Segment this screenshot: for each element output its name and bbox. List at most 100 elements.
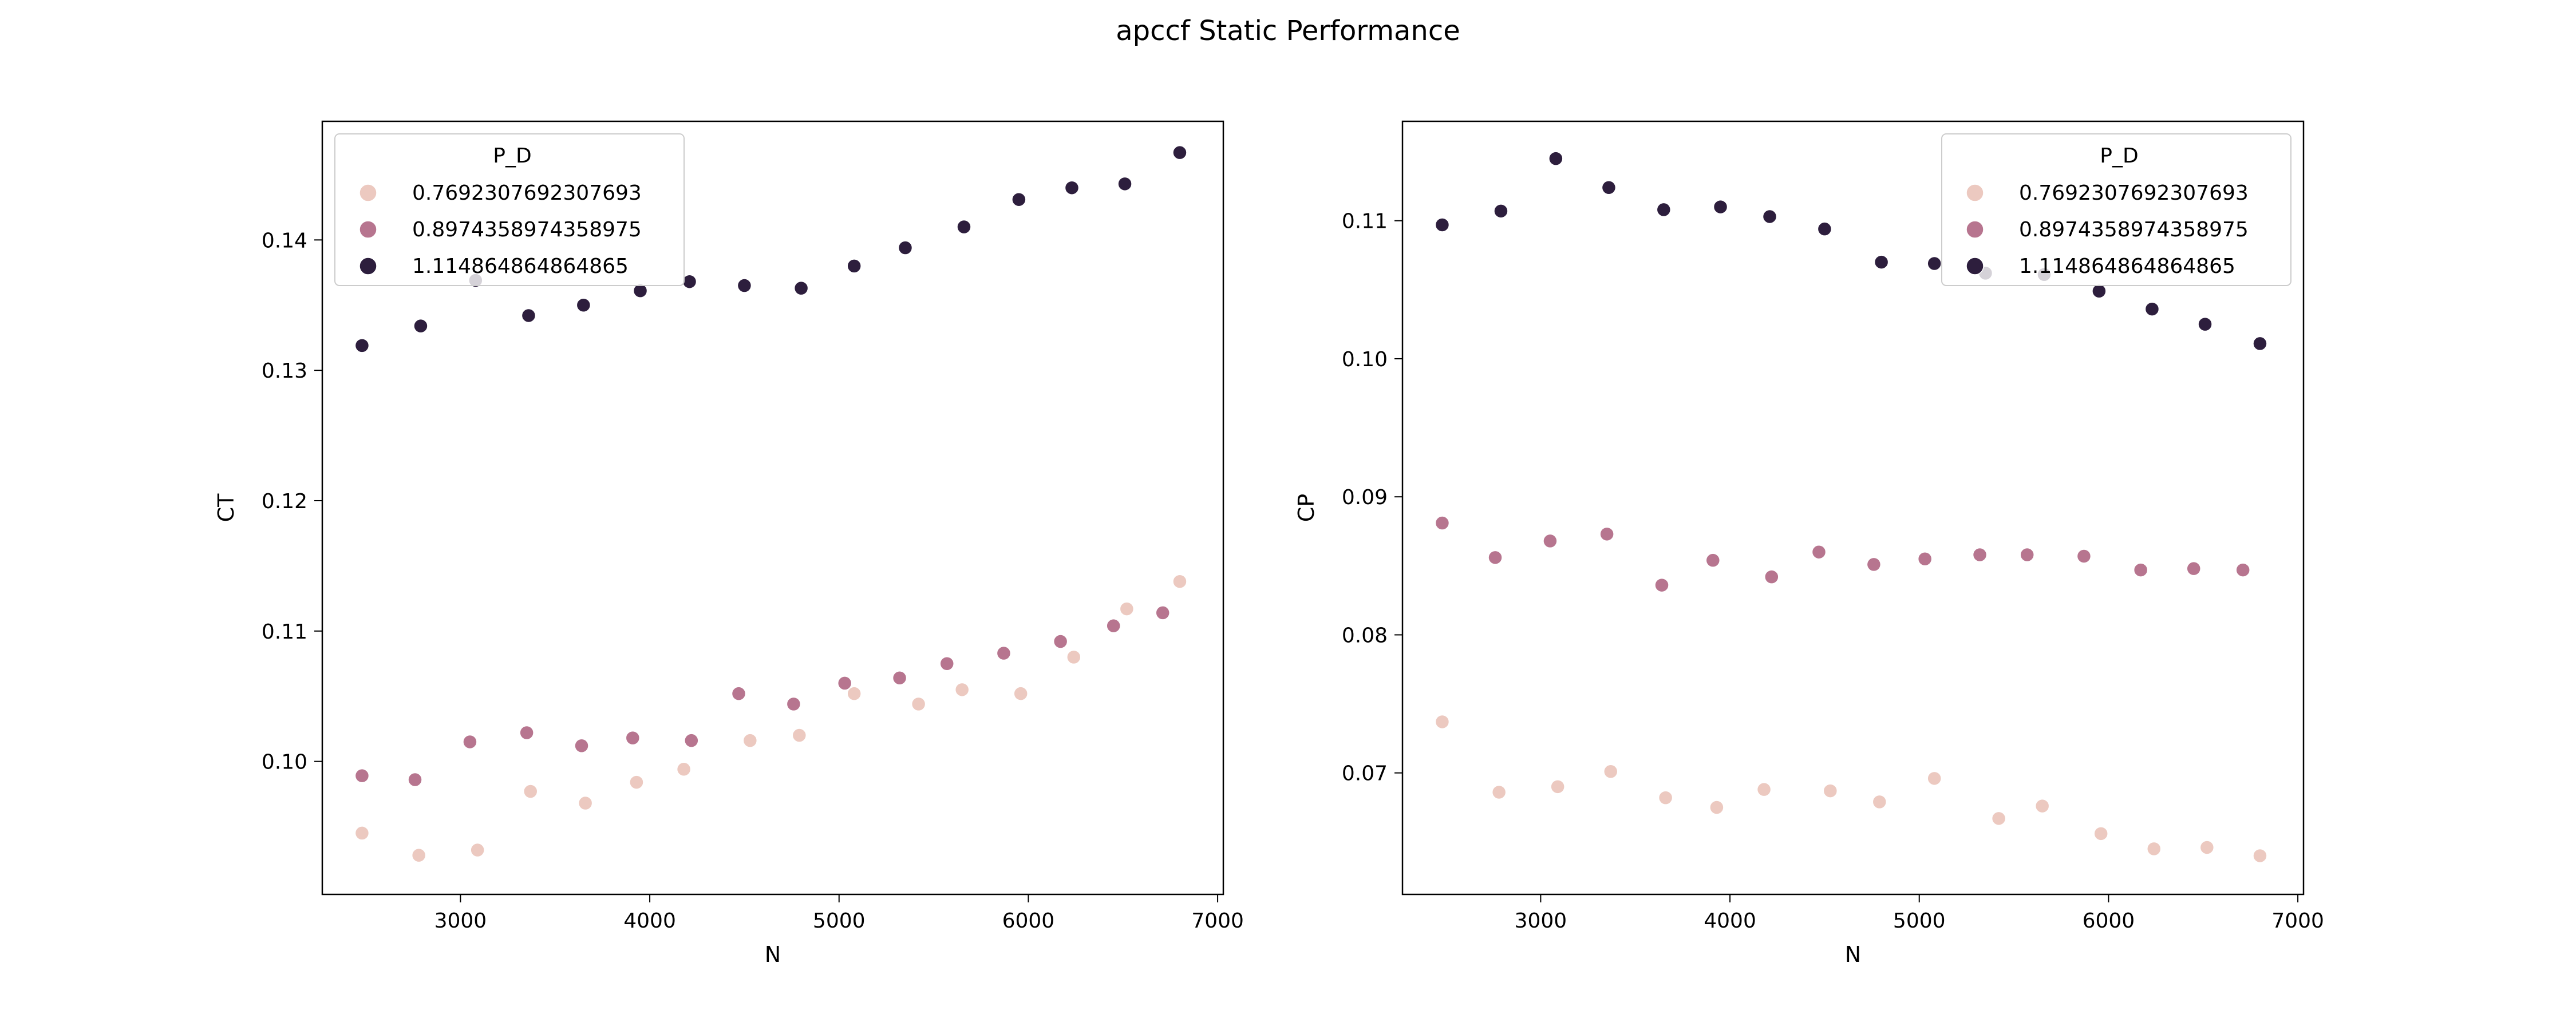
data-point-series-1 xyxy=(1491,785,1507,800)
data-point-series-2 xyxy=(939,656,954,671)
legend-label-series-3: 1.114864864864865 xyxy=(412,255,629,278)
legend-title: P_D xyxy=(493,144,531,168)
y-tick-label: 0.11 xyxy=(262,620,307,644)
data-point-series-2 xyxy=(1053,634,1068,649)
chart-1: 3000 4000 5000 6000 7000 0.10 0.11 0.12 0.13 0.14… xyxy=(214,120,1244,967)
data-point-series-3 xyxy=(1172,145,1187,160)
data-point-series-1 xyxy=(1709,800,1724,815)
x-tick-label: 4000 xyxy=(623,909,676,933)
data-point-series-1 xyxy=(792,728,807,743)
data-point-series-3 xyxy=(1656,202,1672,217)
data-point-series-1 xyxy=(523,784,538,799)
x-tick-label: 7000 xyxy=(1191,909,1244,933)
legend-marker-series-1 xyxy=(359,184,377,202)
legend-box xyxy=(1941,133,2291,286)
data-point-series-1 xyxy=(2093,826,2108,841)
data-point-series-2 xyxy=(1811,544,1827,560)
data-point-series-3 xyxy=(1817,221,1832,236)
data-point-series-3 xyxy=(957,219,971,235)
y-tick-label: 0.08 xyxy=(1342,624,1388,647)
legend-marker-series-1 xyxy=(1966,184,1984,202)
x-tick-label: 6000 xyxy=(2083,909,2135,933)
data-point-series-1 xyxy=(1823,783,1838,798)
data-point-series-3 xyxy=(682,274,697,289)
data-point-series-2 xyxy=(731,686,746,701)
data-point-series-3 xyxy=(1494,204,1508,219)
data-point-series-3 xyxy=(737,278,752,293)
x-tick-label: 7000 xyxy=(2271,909,2324,933)
chart-2: 3000 4000 5000 6000 7000 0.07 0.08 0.09 0.10 0.11… xyxy=(1294,120,2324,967)
y-axis-label: CT xyxy=(214,493,239,522)
x-axis-label: N xyxy=(1845,942,1861,967)
data-point-series-1 xyxy=(1603,764,1618,779)
data-point-series-2 xyxy=(2076,549,2092,564)
x-tick-label: 5000 xyxy=(813,909,866,933)
data-point-series-3 xyxy=(1548,151,1563,166)
data-point-series-2 xyxy=(1972,547,1988,562)
data-point-series-3 xyxy=(847,259,862,274)
data-point-series-1 xyxy=(1066,649,1081,665)
data-point-series-1 xyxy=(1991,811,2006,826)
data-point-series-1 xyxy=(411,847,426,863)
data-point-series-3 xyxy=(413,318,428,334)
data-point-series-1 xyxy=(354,826,370,841)
legend-label-series-2: 0.8974358974358975 xyxy=(412,218,642,241)
y-tick-label: 0.09 xyxy=(1342,486,1388,509)
data-point-series-2 xyxy=(408,772,422,787)
y-tick-label: 0.13 xyxy=(262,359,307,383)
data-point-series-2 xyxy=(2020,547,2034,562)
data-point-series-2 xyxy=(1866,557,1882,572)
data-point-series-2 xyxy=(2133,562,2148,577)
y-tick-label: 0.11 xyxy=(1342,210,1388,233)
data-point-series-3 xyxy=(576,298,591,312)
data-point-series-1 xyxy=(1172,574,1187,589)
x-tick-label: 5000 xyxy=(1893,909,1946,933)
data-point-series-3 xyxy=(1713,199,1728,215)
data-point-series-3 xyxy=(1874,255,1889,270)
data-point-series-3 xyxy=(2198,316,2212,332)
data-point-series-3 xyxy=(1435,217,1450,232)
data-point-series-1 xyxy=(1119,601,1135,616)
y-axis-label: CP xyxy=(1294,494,1319,522)
data-point-series-2 xyxy=(1705,553,1721,568)
legend: P_D 0.7692307692307693 0.8974358974358975 1… xyxy=(334,133,685,286)
data-point-series-1 xyxy=(1756,782,1772,797)
data-point-series-2 xyxy=(463,734,477,750)
legend-marker-series-2 xyxy=(359,220,377,239)
data-point-series-1 xyxy=(847,686,862,701)
legend-label-series-3: 1.114864864864865 xyxy=(2019,255,2235,278)
y-tick-label: 0.14 xyxy=(262,229,307,252)
legend-box xyxy=(334,133,685,286)
data-point-series-2 xyxy=(837,676,852,691)
y-tick-label: 0.12 xyxy=(262,490,307,513)
data-point-series-2 xyxy=(519,725,534,740)
data-point-series-3 xyxy=(1012,192,1026,207)
data-point-series-2 xyxy=(574,738,589,754)
data-point-series-2 xyxy=(1488,550,1503,565)
data-point-series-2 xyxy=(684,733,699,748)
x-tick-label: 6000 xyxy=(1002,909,1055,933)
axes-frame xyxy=(1401,120,2305,896)
legend-marker-series-3 xyxy=(1966,257,1984,275)
legend-marker-series-3 xyxy=(359,257,377,275)
data-point-series-3 xyxy=(1762,209,1777,224)
data-point-series-1 xyxy=(1550,779,1565,794)
y-tick-label: 0.10 xyxy=(1342,348,1388,371)
data-point-series-1 xyxy=(676,762,692,777)
data-point-series-3 xyxy=(2253,336,2267,351)
legend-label-series-2: 0.8974358974358975 xyxy=(2019,218,2249,241)
axes-frame xyxy=(321,120,1224,896)
data-points xyxy=(1435,151,2267,863)
legend-marker-series-2 xyxy=(1966,220,1984,239)
legend: P_D 0.7692307692307693 0.8974358974358975 1… xyxy=(1941,133,2291,286)
data-point-series-3 xyxy=(898,240,913,255)
data-point-series-2 xyxy=(996,645,1012,661)
data-point-series-1 xyxy=(911,696,926,712)
data-point-series-1 xyxy=(1013,686,1028,701)
data-point-series-1 xyxy=(2034,798,2050,814)
x-tick-label: 3000 xyxy=(1515,909,1567,933)
data-point-series-2 xyxy=(1654,577,1669,593)
data-point-series-2 xyxy=(2186,561,2201,576)
data-point-series-1 xyxy=(1658,790,1673,805)
legend-label-series-1: 0.7692307692307693 xyxy=(2019,181,2249,205)
